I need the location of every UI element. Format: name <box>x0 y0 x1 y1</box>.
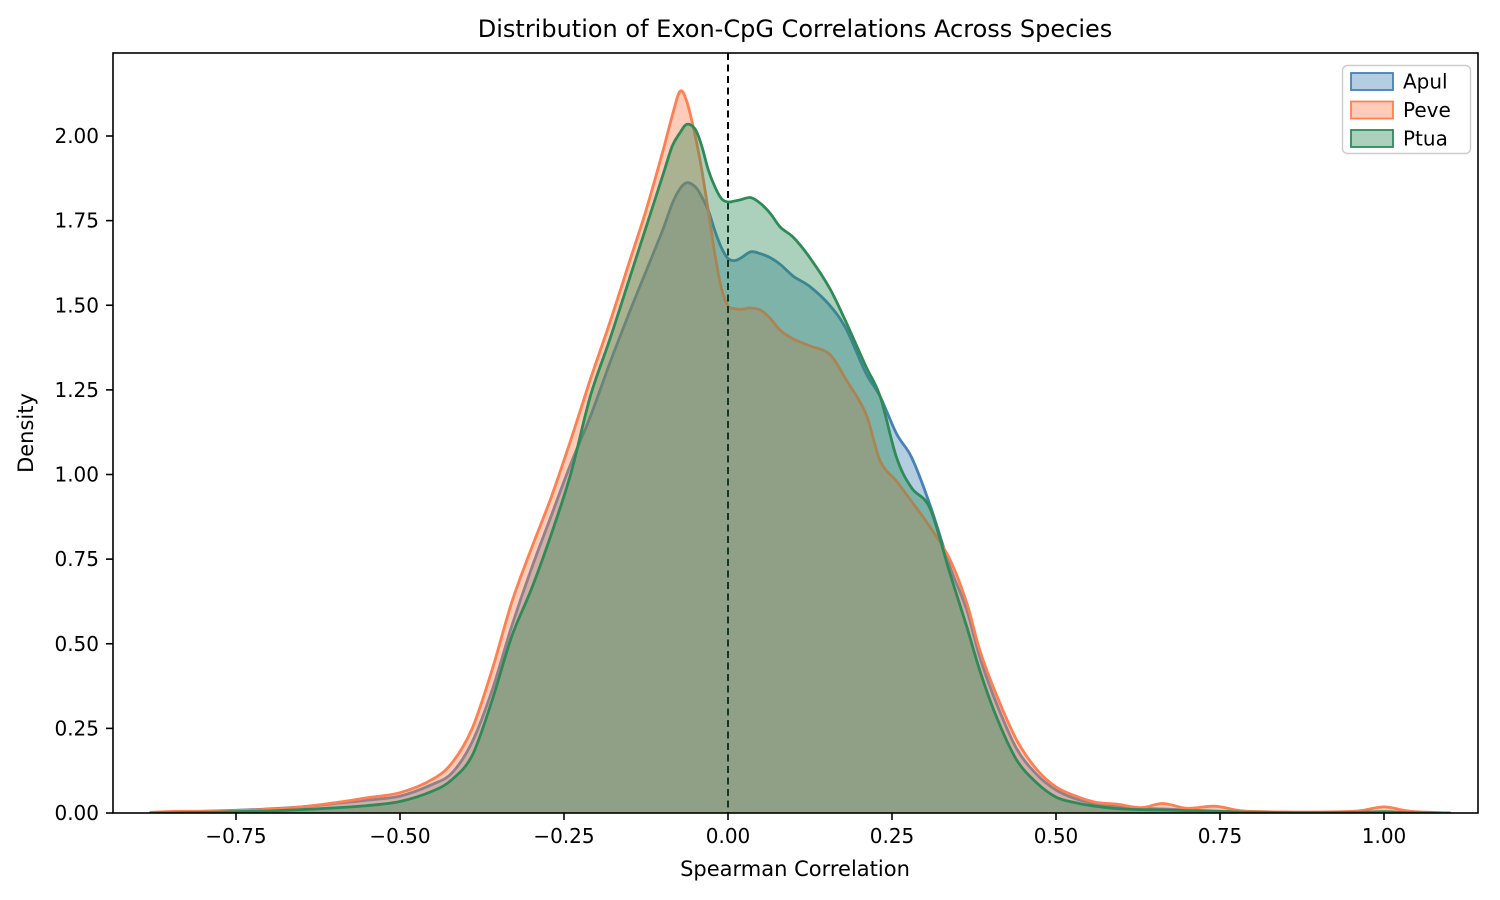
y-tick-label: 1.00 <box>54 463 99 487</box>
legend: Apul Peve Ptua <box>1341 64 1472 155</box>
y-tick-label: 0.50 <box>54 632 99 656</box>
y-tick-label: 1.25 <box>54 378 99 402</box>
y-tick-label: 0.00 <box>54 801 99 825</box>
legend-box <box>1341 64 1472 155</box>
x-tick-label: −0.25 <box>533 824 594 848</box>
kde-area-Apul <box>150 182 1450 813</box>
legend-swatch-Ptua <box>1350 129 1394 148</box>
legend-item-label: Apul <box>1403 70 1448 94</box>
tick-layer: −0.75 −0.50 −0.25 0.00 0.25 0.50 0.75 1.00 0.00 0… <box>54 124 1406 848</box>
legend-item-label: Peve <box>1403 98 1451 122</box>
kde-area-Ptua <box>150 124 1450 813</box>
kde-area-Peve <box>150 90 1450 813</box>
x-axis-label: Spearman Correlation <box>680 857 910 881</box>
y-tick-label: 0.25 <box>54 716 99 740</box>
x-tick-label: 0.00 <box>706 824 751 848</box>
kde-curve-Peve <box>149 89 1451 813</box>
y-tick-label: 2.00 <box>54 124 99 148</box>
y-axis-label: Density <box>14 393 38 473</box>
legend-swatch-Apul <box>1350 72 1394 91</box>
kde-series-layer <box>149 53 1451 813</box>
x-tick-label: −0.75 <box>205 824 266 848</box>
legend-swatch-Peve <box>1350 100 1394 120</box>
x-tick-label: 0.75 <box>1198 824 1243 848</box>
x-tick-label: 1.00 <box>1362 824 1407 848</box>
x-tick-label: −0.50 <box>369 824 430 848</box>
y-tick-label: 1.50 <box>54 293 99 317</box>
y-tick-label: 0.75 <box>54 547 99 571</box>
x-tick-label: 0.50 <box>1034 824 1079 848</box>
legend-item-label: Ptua <box>1403 127 1448 151</box>
kde-curve-Ptua <box>149 122 1451 813</box>
y-tick-label: 1.75 <box>54 209 99 233</box>
chart-title: Distribution of Exon-CpG Correlations Ac… <box>478 15 1113 43</box>
x-tick-label: 0.25 <box>870 824 915 848</box>
axes-frame <box>112 52 1479 814</box>
